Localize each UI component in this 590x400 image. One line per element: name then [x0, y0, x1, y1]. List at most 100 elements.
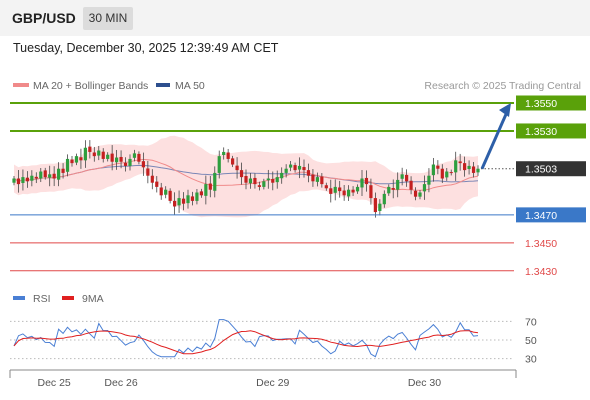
last-price-tag — [516, 161, 586, 177]
x-axis-label: Dec 25 — [38, 377, 71, 389]
candle-body — [422, 184, 427, 192]
timestamp: Tuesday, December 30, 2025 12:39:49 AM C… — [13, 41, 279, 55]
candle-body — [382, 193, 386, 205]
candle-body — [248, 178, 253, 184]
candle-body — [413, 190, 418, 197]
candle-body — [164, 189, 168, 195]
candle-body — [458, 161, 462, 164]
candle-body — [360, 178, 364, 188]
legend-label-ma50: MA 50 — [175, 80, 205, 92]
candle-body — [119, 156, 123, 162]
candle-body — [199, 191, 203, 196]
candle-body — [320, 176, 324, 185]
candle-body — [43, 170, 47, 178]
candle-body — [436, 165, 440, 169]
candle-body — [396, 179, 400, 190]
candle-body — [467, 165, 471, 170]
timeframe-badge[interactable]: 30 MIN — [83, 7, 133, 30]
x-axis-label: Dec 30 — [408, 377, 441, 389]
candle-body — [338, 187, 342, 192]
candle-body — [440, 168, 444, 179]
candle-body — [48, 174, 52, 178]
legend-swatch-9ma — [62, 296, 74, 300]
legend-label-9ma: 9MA — [82, 293, 104, 305]
candle-body — [74, 156, 79, 163]
candle-body — [141, 161, 145, 168]
candle-body — [289, 164, 293, 168]
candle-body — [275, 177, 279, 183]
candle-body — [70, 159, 74, 164]
candle-body — [427, 175, 431, 185]
candle-body — [159, 187, 163, 196]
target-tag — [516, 95, 586, 111]
candle-body — [88, 146, 92, 152]
candle-body — [123, 162, 128, 166]
candle-body — [79, 157, 83, 161]
candle-body — [226, 152, 230, 159]
candle-body — [257, 185, 261, 187]
candle-body — [83, 147, 87, 161]
candle-body — [231, 158, 235, 165]
candle-body — [355, 186, 360, 192]
candle-body — [463, 163, 467, 171]
candle-body — [306, 170, 311, 176]
x-axis-label: Dec 29 — [256, 377, 289, 389]
candle-body — [239, 170, 244, 178]
candle-body — [476, 168, 480, 173]
candlesticks — [12, 140, 480, 218]
candle-body — [52, 173, 56, 179]
rsi-tick-label: 30 — [525, 354, 537, 366]
support-label: 1.3450 — [525, 238, 557, 250]
candle-body — [431, 164, 435, 176]
rsi-9ma-line — [13, 330, 479, 355]
candle-body — [97, 150, 101, 156]
candle-body — [204, 184, 208, 196]
candle-body — [324, 185, 328, 189]
candle-body — [173, 200, 177, 207]
candle-body — [146, 168, 150, 176]
candle-body — [445, 171, 449, 178]
legend-swatch-ma50 — [156, 83, 170, 87]
candle-body — [190, 196, 195, 201]
x-axis-label: Dec 26 — [104, 377, 137, 389]
candle-body — [222, 151, 226, 156]
candle-body — [34, 176, 38, 179]
candle-body — [12, 178, 16, 183]
candle-body — [21, 177, 25, 183]
candle-body — [57, 168, 61, 180]
legend-swatch-rsi — [13, 296, 25, 300]
candle-body — [25, 177, 29, 182]
candle-body — [16, 178, 21, 185]
candle-body — [329, 188, 333, 194]
candle-body — [373, 198, 377, 213]
candle-body — [253, 177, 257, 185]
candle-body — [132, 153, 137, 158]
rsi-indicator: 70 50 30 — [10, 316, 537, 366]
candle-body — [351, 189, 355, 193]
candle-body — [65, 158, 70, 172]
forecast-arrow-head — [499, 102, 511, 117]
candle-body — [405, 174, 409, 182]
legend-label-rsi: RSI — [33, 293, 51, 305]
research-credit: Research © 2025 Trading Central — [424, 80, 581, 92]
candle-body — [391, 188, 395, 190]
target-tag — [516, 123, 586, 139]
candle-body — [271, 179, 275, 183]
candle-body — [284, 168, 288, 173]
candle-body — [115, 157, 119, 163]
candle-body — [217, 156, 221, 173]
candle-body — [208, 183, 212, 190]
target-label: 1.3550 — [525, 98, 557, 110]
candle-body — [262, 181, 266, 187]
pivot-tag — [516, 207, 586, 223]
candle-body — [266, 178, 270, 181]
pivot-label: 1.3470 — [525, 210, 557, 222]
candle-body — [364, 177, 369, 185]
forecast-arrow — [480, 102, 511, 170]
candle-body — [311, 174, 315, 182]
candle-body — [244, 175, 248, 183]
candle-body — [280, 172, 284, 179]
rsi-tick-label: 50 — [525, 335, 537, 347]
candle-body — [155, 181, 159, 187]
